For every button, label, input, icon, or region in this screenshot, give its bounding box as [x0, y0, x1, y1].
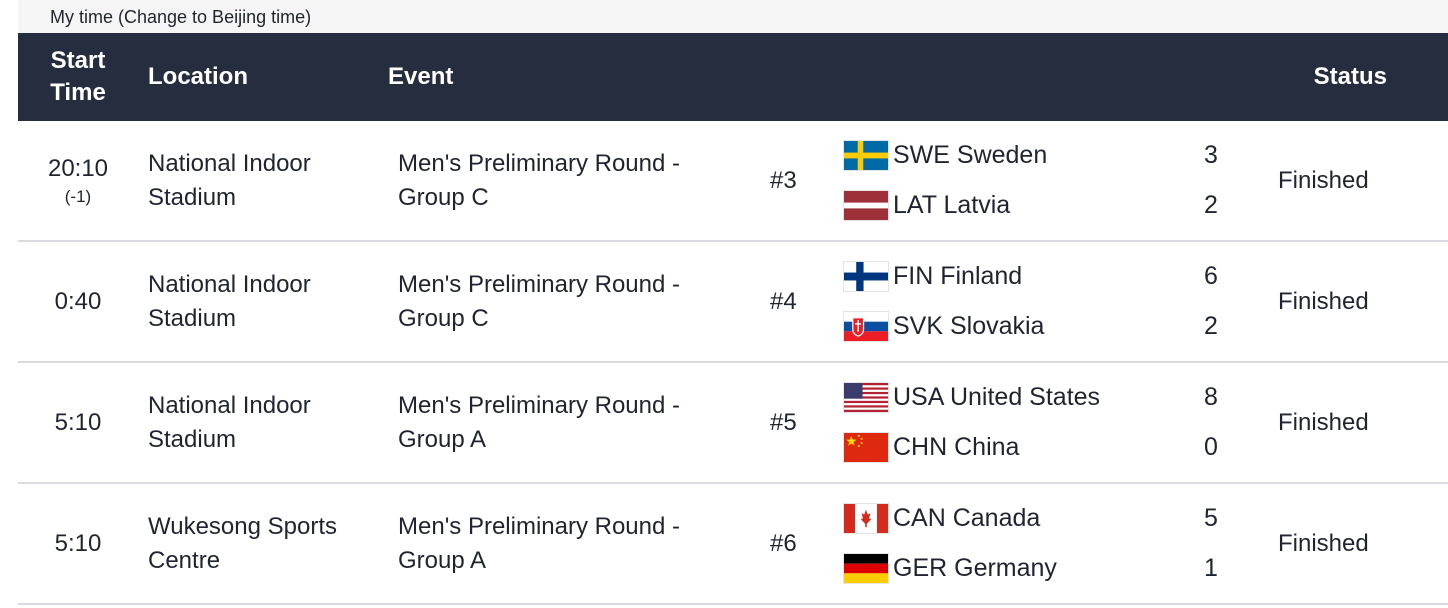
header-status[interactable]: Status	[1313, 63, 1387, 90]
event-cell: Men's Preliminary Round - Group C	[398, 121, 748, 240]
location-cell: National Indoor Stadium	[148, 242, 378, 361]
location-line2: Stadium	[148, 183, 237, 211]
event-line1: Men's Preliminary Round -	[398, 149, 681, 177]
team-name: CAN Canada	[893, 504, 1041, 532]
team-score: 1	[1204, 554, 1218, 582]
start-time-cell: 0:40	[18, 242, 138, 361]
sweden-flag-icon	[843, 140, 889, 171]
start-time: 5:10	[54, 408, 102, 436]
team-score: 0	[1204, 433, 1218, 461]
status-text: Finished	[1278, 166, 1369, 194]
usa-flag-icon	[843, 382, 889, 413]
location-line1: Wukesong Sports	[148, 512, 337, 540]
team-score: 8	[1204, 383, 1218, 411]
start-time: 5:10	[54, 529, 102, 557]
timezone-bar: My time (Change to Beijing time)	[18, 0, 1448, 33]
team-line[interactable]: USA United States 8	[843, 373, 1243, 423]
latvia-flag-icon	[843, 190, 889, 221]
location-line1: National Indoor	[148, 391, 311, 419]
status-text: Finished	[1278, 529, 1369, 557]
team-line[interactable]: FIN Finland 6	[843, 252, 1243, 302]
team-name: USA United States	[893, 383, 1101, 411]
team-line[interactable]: SVK Slovakia 2	[843, 302, 1243, 352]
team-score: 2	[1204, 312, 1218, 340]
start-time: 0:40	[54, 287, 102, 315]
location-line1: National Indoor	[148, 270, 311, 298]
teams-cell: SWE Sweden 3 LAT Latvia 2	[843, 121, 1243, 240]
header-start-line1: Start	[50, 47, 106, 74]
teams-cell: CAN Canada 5 GER Germany 1	[843, 484, 1243, 603]
team-score: 6	[1204, 262, 1218, 290]
event-line1: Men's Preliminary Round -	[398, 270, 681, 298]
header-start-time[interactable]: Start Time	[18, 33, 138, 121]
team-line[interactable]: CAN Canada 5	[843, 494, 1243, 544]
header-location[interactable]: Location	[148, 63, 248, 90]
finland-flag-icon	[843, 261, 889, 292]
event-line1: Men's Preliminary Round -	[398, 391, 681, 419]
team-name: FIN Finland	[893, 262, 1023, 290]
location-line2: Stadium	[148, 304, 237, 332]
table-row[interactable]: 0:40 National Indoor Stadium Men's Prelim…	[18, 242, 1448, 363]
event-line2: Group C	[398, 183, 489, 211]
match-number: #6	[770, 529, 797, 557]
status-text: Finished	[1278, 408, 1369, 436]
location-cell: National Indoor Stadium	[148, 363, 378, 482]
table-row[interactable]: 20:10 (-1) National Indoor Stadium Men's …	[18, 121, 1448, 242]
location-cell: National Indoor Stadium	[148, 121, 378, 240]
location-cell: Wukesong Sports Centre	[148, 484, 378, 603]
header-event[interactable]: Event	[388, 63, 454, 90]
teams-cell: FIN Finland 6 SVK Slovakia 2	[843, 242, 1243, 361]
match-number: #3	[770, 166, 797, 194]
schedule-table-header: Start Time Location Event Status	[18, 33, 1448, 121]
event-cell: Men's Preliminary Round - Group C	[398, 242, 748, 361]
start-time-cell: 5:10	[18, 363, 138, 482]
team-score: 5	[1204, 504, 1218, 532]
team-score: 2	[1204, 191, 1218, 219]
china-flag-icon	[843, 432, 889, 463]
start-time-cell: 20:10 (-1)	[18, 121, 138, 240]
table-row[interactable]: 5:10 National Indoor Stadium Men's Prelim…	[18, 363, 1448, 484]
team-line[interactable]: SWE Sweden 3	[843, 131, 1243, 181]
timezone-toggle-link[interactable]: My time (Change to Beijing time)	[50, 7, 312, 27]
status-text: Finished	[1278, 287, 1369, 315]
team-score: 3	[1204, 141, 1218, 169]
table-row[interactable]: 5:10 Wukesong Sports Centre Men's Prelimi…	[18, 484, 1448, 605]
team-line[interactable]: CHN China 0	[843, 423, 1243, 473]
match-number: #5	[770, 408, 797, 436]
event-cell: Men's Preliminary Round - Group A	[398, 363, 748, 482]
canada-flag-icon	[843, 503, 889, 534]
location-line2: Centre	[148, 546, 221, 574]
match-number: #4	[770, 287, 797, 315]
germany-flag-icon	[843, 553, 889, 584]
team-name: GER Germany	[893, 554, 1057, 582]
location-line2: Stadium	[148, 425, 237, 453]
event-line2: Group A	[398, 425, 487, 453]
team-name: SWE Sweden	[893, 141, 1048, 169]
team-line[interactable]: LAT Latvia 2	[843, 181, 1243, 231]
team-name: LAT Latvia	[893, 191, 1011, 219]
team-name: CHN China	[893, 433, 1020, 461]
location-line1: National Indoor	[148, 149, 311, 177]
day-offset: (-1)	[64, 186, 92, 206]
event-line2: Group C	[398, 304, 489, 332]
start-time-cell: 5:10	[18, 484, 138, 603]
slovakia-flag-icon	[843, 311, 889, 342]
event-line2: Group A	[398, 546, 487, 574]
header-start-line2: Time	[50, 79, 106, 106]
event-cell: Men's Preliminary Round - Group A	[398, 484, 748, 603]
teams-cell: USA United States 8 CHN China 0	[843, 363, 1243, 482]
event-line1: Men's Preliminary Round -	[398, 512, 681, 540]
start-time: 20:10	[47, 154, 109, 182]
team-name: SVK Slovakia	[893, 312, 1045, 340]
team-line[interactable]: GER Germany 1	[843, 544, 1243, 594]
